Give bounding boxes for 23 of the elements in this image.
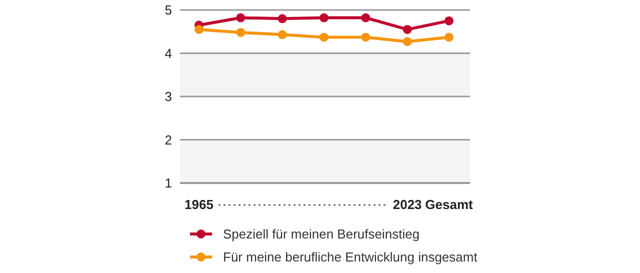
point	[236, 13, 246, 22]
point	[361, 32, 370, 42]
legend-label: Für meine berufliche Entwicklung insgesamt	[223, 250, 478, 265]
y-tick-label: 4	[164, 46, 172, 61]
x-tick-label: Gesamt	[425, 197, 474, 212]
y-tick-label: 5	[164, 2, 172, 18]
legend-label: Speziell für meinen Berufseinstieg	[223, 226, 420, 242]
point	[236, 28, 246, 37]
y-tick-label: 3	[164, 89, 172, 104]
x-tick-label: 2023	[392, 197, 422, 212]
point	[402, 37, 412, 46]
point	[278, 30, 287, 40]
y-tick-label: 2	[164, 132, 172, 148]
point	[361, 13, 370, 22]
x-tick-label: 1965	[184, 197, 214, 212]
point	[320, 32, 328, 42]
point	[444, 16, 454, 26]
y-tick-label: 1	[164, 176, 172, 191]
point	[402, 24, 412, 34]
point	[194, 24, 204, 34]
point	[278, 14, 287, 24]
point	[320, 13, 328, 22]
point	[444, 32, 454, 42]
